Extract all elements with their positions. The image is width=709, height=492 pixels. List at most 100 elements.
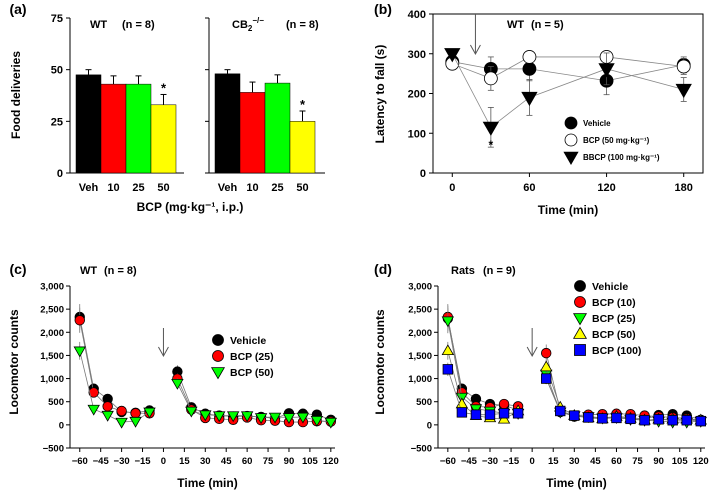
y-tick-label: 2,000 <box>40 328 64 339</box>
arrow-icon <box>158 328 169 358</box>
legend-marker <box>212 334 224 346</box>
data-point <box>185 406 198 418</box>
y-tick-label: 1,000 <box>40 374 64 385</box>
subplot-title: CB2−/− <box>232 16 264 33</box>
y-tick-label: 100 <box>408 128 426 140</box>
data-point <box>456 407 468 418</box>
x-tick-label: 105 <box>302 456 319 467</box>
x-tick-label: 0 <box>449 182 455 194</box>
data-point <box>521 91 538 107</box>
panel-a-subplot-1: CB2−/− (n = 8) Veh 10 25 50 * <box>205 16 325 194</box>
data-point <box>598 63 615 78</box>
significance-star: * <box>300 97 306 112</box>
x-tick-label: 90 <box>653 456 664 467</box>
series-line <box>545 353 701 421</box>
data-point <box>541 347 552 359</box>
data-point <box>625 413 636 425</box>
data-point <box>324 417 338 429</box>
data-point <box>226 411 240 423</box>
data-point <box>296 412 310 424</box>
y-tick-label: 3,000 <box>408 282 432 293</box>
data-point <box>171 378 184 390</box>
y-tick-label: 500 <box>48 397 64 408</box>
y-tick-label: 200 <box>408 89 426 101</box>
x-tick-label: 50 <box>157 182 169 194</box>
series-1 <box>442 304 706 426</box>
panel-b-ylabel: Latency to fall (s) <box>373 45 387 144</box>
x-tick-label: 120 <box>323 456 339 467</box>
x-tick-label: 25 <box>132 182 144 194</box>
data-point <box>611 412 622 424</box>
x-tick-label: −15 <box>503 456 520 467</box>
legend-label: BCP (50) <box>230 367 274 379</box>
data-point <box>143 407 156 419</box>
series-0 <box>74 304 337 425</box>
bar <box>150 104 177 174</box>
legend-marker <box>210 367 226 380</box>
subplot-n-label: (n = 8) <box>286 19 319 31</box>
y-tick-label: 2,500 <box>40 305 64 316</box>
data-point <box>681 415 692 426</box>
legend-label: Vehicle <box>583 119 611 128</box>
x-tick-label: −15 <box>134 456 151 467</box>
panel-c-label: (c) <box>9 261 26 277</box>
legend-marker <box>572 313 588 326</box>
data-point <box>116 405 127 417</box>
data-point <box>555 405 566 417</box>
arrow-icon <box>526 328 538 358</box>
data-point <box>254 413 268 425</box>
x-tick-label: −45 <box>93 456 110 467</box>
series-2 <box>444 48 692 148</box>
x-tick-label: 30 <box>200 456 211 467</box>
x-tick-label: −45 <box>461 456 478 467</box>
bar <box>100 83 127 174</box>
x-tick-label: 75 <box>263 456 274 467</box>
data-point <box>597 413 608 424</box>
significance-star: * <box>489 138 494 152</box>
panel-a-subplot-0: 0 25 50 75 WT (n = 8) Veh 10 25 50 * <box>51 13 184 194</box>
y-tick-label: 1,000 <box>408 374 432 385</box>
series-line <box>79 316 150 414</box>
y-tick-label: 0 <box>420 168 426 180</box>
bar <box>125 83 152 174</box>
y-tick-label: 2,000 <box>408 328 432 339</box>
bar <box>214 73 241 174</box>
legend-marker <box>574 296 586 308</box>
legend-marker <box>212 350 224 362</box>
y-tick-label: 0 <box>57 168 63 180</box>
panel-c-xlabel: Time (min) <box>177 476 237 490</box>
x-tick-label: 45 <box>221 456 232 467</box>
x-tick-label: Veh <box>79 182 99 194</box>
x-tick-label: −30 <box>482 456 498 467</box>
x-tick-label: 45 <box>590 456 601 467</box>
data-point <box>498 408 510 419</box>
legend: Vehicle BCP (50 mg·kg⁻¹) BBCP (100 mg·kg⁻¹… <box>563 116 660 166</box>
data-point <box>583 412 594 423</box>
panel-b-xlabel: Time (min) <box>538 203 598 217</box>
legend-label: BBCP (100 mg·kg⁻¹) <box>583 153 660 162</box>
panel-d-n-label: (n = 9) <box>483 265 516 277</box>
x-tick-label: 30 <box>569 456 580 467</box>
y-tick-label: −500 <box>43 444 64 455</box>
legend: Vehicle BCP (25) BCP (50) <box>210 334 274 380</box>
legend-label: BCP (100) <box>592 345 641 357</box>
panel-d-label: (d) <box>374 261 392 277</box>
x-tick-label: 15 <box>548 456 559 467</box>
y-tick-label: 0 <box>427 420 432 431</box>
data-point <box>484 409 496 420</box>
data-point <box>569 410 580 421</box>
bar <box>75 74 102 174</box>
y-tick-label: 50 <box>51 65 63 77</box>
panel-b-label: (b) <box>374 1 392 17</box>
data-point <box>444 48 461 63</box>
y-tick-label: 500 <box>416 397 432 408</box>
x-tick-label: 0 <box>161 456 166 467</box>
series-1 <box>445 50 691 91</box>
x-tick-label: 25 <box>271 182 283 194</box>
legend-marker <box>564 133 578 147</box>
legend-marker <box>564 116 578 130</box>
bar <box>239 92 266 174</box>
data-point <box>268 412 282 424</box>
x-tick-label: 120 <box>693 456 709 467</box>
